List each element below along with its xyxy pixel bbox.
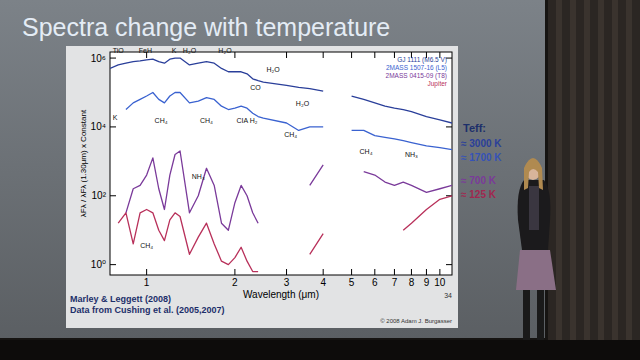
x-tick-label: 1 xyxy=(144,277,150,288)
y-tick-label: 10⁴ xyxy=(91,121,106,132)
y-tick-label: 10⁰ xyxy=(91,259,106,270)
teff-label: ≈ 1700 K xyxy=(461,152,502,163)
wall xyxy=(548,0,640,360)
x-tick xyxy=(286,269,287,275)
annotation: H₂O xyxy=(267,66,281,73)
x-tick xyxy=(323,269,324,275)
annotation: K xyxy=(113,114,118,121)
page-number: 34 xyxy=(444,292,452,299)
x-tick-label: 7 xyxy=(392,277,398,288)
floor xyxy=(0,340,640,360)
curtain-fold xyxy=(598,0,604,360)
legend-entry: 2MASS 1507-16 (L5) xyxy=(386,64,447,72)
series-group xyxy=(110,58,452,271)
presenter-leg xyxy=(537,290,544,340)
scene: Spectra change with temperature 10⁰ 10² 10⁴… xyxy=(0,0,640,360)
presenter-jacket xyxy=(518,180,551,250)
x-tick-label: 2 xyxy=(232,277,238,288)
x-tick xyxy=(323,52,324,58)
x-tick xyxy=(351,269,352,275)
annotation: NH₃ xyxy=(405,151,418,158)
plot-frame xyxy=(110,52,452,275)
presenter-top xyxy=(529,186,539,230)
x-tick xyxy=(394,269,395,275)
presenter xyxy=(516,158,556,340)
presenter-leg xyxy=(523,290,530,340)
y-tick xyxy=(446,264,452,265)
x-tick-label: 10 xyxy=(434,277,446,288)
spectrum-line xyxy=(126,151,452,230)
annotation: CO xyxy=(250,84,261,91)
annotation: H₂O xyxy=(218,47,232,54)
spectrum-line xyxy=(126,92,452,149)
annotation: CIA H₂ xyxy=(237,117,258,124)
spectrum-line xyxy=(118,196,452,272)
x-tick xyxy=(351,52,352,58)
curtain-fold xyxy=(612,0,618,360)
annotation: CH₄ xyxy=(155,117,168,124)
x-tick xyxy=(234,269,235,275)
annotation: TiO xyxy=(113,47,125,54)
x-tick-label: 6 xyxy=(372,277,378,288)
y-tick-label: 10⁶ xyxy=(91,53,106,64)
y-axis-label: λFλ / λFλ (1.30μm) x Constant xyxy=(79,109,88,217)
room xyxy=(0,0,640,360)
legend-entry: Jupiter xyxy=(427,80,447,88)
x-axis-label: Wavelength (μm) xyxy=(243,289,319,300)
x-tick xyxy=(234,52,235,58)
teff-label: ≈ 700 K xyxy=(461,175,497,186)
annotation: K xyxy=(172,47,177,54)
y-tick xyxy=(110,195,116,196)
y-tick xyxy=(446,126,452,127)
legend-entry: GJ 1111 (M6.5 V) xyxy=(397,56,447,64)
annotation: H₂O xyxy=(183,47,197,54)
y-tick-label: 10² xyxy=(92,190,107,201)
x-tick xyxy=(374,269,375,275)
copyright: © 2008 Adam J. Burgasser xyxy=(380,318,452,324)
spectrum-line xyxy=(110,58,452,123)
annotation: NH₃ xyxy=(192,173,205,180)
curtain-fold xyxy=(570,0,576,360)
annotation: CH₄ xyxy=(284,131,297,138)
x-tick-label: 9 xyxy=(424,277,430,288)
annotation: CH₄ xyxy=(360,148,373,155)
curtain-fold xyxy=(584,0,590,360)
y-tick xyxy=(110,58,116,59)
x-tick xyxy=(286,52,287,58)
legend-entry: 2MASS 0415-09 (T8) xyxy=(386,72,447,80)
presenter-hair xyxy=(524,158,543,190)
x-tick xyxy=(394,52,395,58)
x-tick xyxy=(426,269,427,275)
x-tick-label: 3 xyxy=(284,277,290,288)
slide xyxy=(0,0,545,338)
x-tick xyxy=(374,52,375,58)
teff-header: Teff: xyxy=(463,122,486,134)
teff-label: ≈ 125 K xyxy=(461,189,497,200)
credit: Marley & Leggett (2008) xyxy=(70,294,171,304)
y-tick xyxy=(110,126,116,127)
curtain-fold xyxy=(626,0,632,360)
x-tick-label: 4 xyxy=(320,277,326,288)
y-tick xyxy=(110,264,116,265)
x-tick xyxy=(439,269,440,275)
annotation: CH₄ xyxy=(140,242,153,249)
annotation: CH₄ xyxy=(200,117,213,124)
presenter-skirt xyxy=(516,250,556,290)
teff-label: ≈ 3000 K xyxy=(461,138,502,149)
slide-title: Spectra change with temperature xyxy=(22,13,390,41)
data-credit: Data from Cushing et al. (2005,2007) xyxy=(70,305,225,315)
annotation: FeH xyxy=(139,47,152,54)
x-tick-label: 5 xyxy=(349,277,355,288)
curtain-fold xyxy=(556,0,562,360)
x-tick xyxy=(146,269,147,275)
x-tick xyxy=(411,269,412,275)
annotation: H₂O xyxy=(296,100,310,107)
chart-panel xyxy=(66,46,458,328)
x-tick-label: 8 xyxy=(409,277,415,288)
